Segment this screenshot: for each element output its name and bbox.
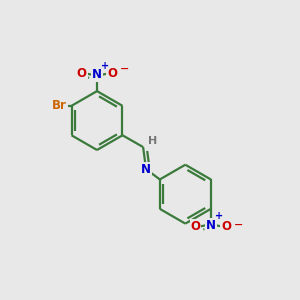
Text: O: O — [190, 220, 200, 233]
Text: −: − — [234, 220, 243, 230]
Text: O: O — [107, 67, 117, 80]
Text: +: + — [215, 211, 223, 221]
Text: N: N — [206, 219, 216, 232]
Text: +: + — [101, 61, 109, 71]
Text: O: O — [77, 67, 87, 80]
Text: O: O — [221, 220, 231, 233]
Text: N: N — [92, 68, 102, 81]
Text: N: N — [141, 163, 151, 176]
Text: −: − — [120, 64, 129, 74]
Text: Br: Br — [52, 99, 67, 112]
Text: H: H — [148, 136, 157, 146]
